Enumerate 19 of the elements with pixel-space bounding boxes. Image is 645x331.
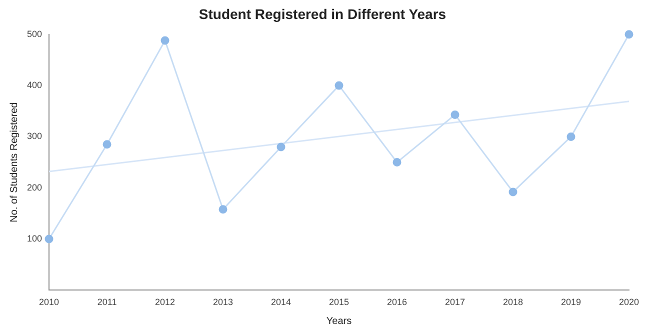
x-tick-label: 2016 <box>386 297 408 308</box>
y-tick-label: 400 <box>26 80 42 90</box>
x-tick-label: 2017 <box>444 297 466 308</box>
y-tick-label: 300 <box>26 131 42 142</box>
x-tick-label: 2010 <box>39 297 60 308</box>
y-tick-label: 100 <box>26 234 42 244</box>
x-tick-label: 2020 <box>618 297 640 308</box>
x-tick-label: 2018 <box>502 297 524 308</box>
x-tick-label: 2011 <box>97 297 117 308</box>
x-axis-title: Years <box>326 316 352 327</box>
x-tick-label: 2015 <box>328 297 350 308</box>
x-tick-label: 2012 <box>154 297 176 308</box>
y-tick-label: 500 <box>26 28 42 39</box>
y-axis-title: No. of Students Registered <box>8 102 20 222</box>
chart-title: Student Registered in Different Years <box>198 6 448 22</box>
y-tick-label: 200 <box>26 182 42 192</box>
x-tick-label: 2019 <box>560 297 582 308</box>
x-tick-label: 2014 <box>270 297 292 308</box>
x-tick-label: 2013 <box>212 297 234 308</box>
